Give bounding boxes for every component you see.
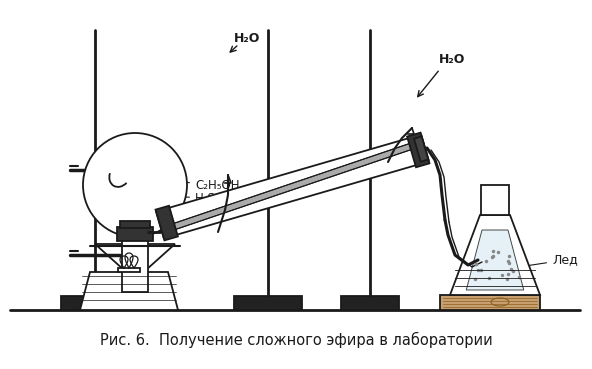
Polygon shape	[80, 272, 178, 310]
Polygon shape	[450, 215, 540, 295]
Polygon shape	[407, 132, 429, 167]
Text: C₂H₅OH: C₂H₅OH	[161, 179, 240, 192]
Bar	[61, 296, 129, 310]
Bar	[122, 237, 148, 292]
Text: H₂O: H₂O	[234, 32, 260, 45]
Text: H₂SO₄: H₂SO₄	[158, 192, 230, 204]
Bar	[341, 296, 399, 310]
Polygon shape	[156, 135, 429, 238]
Polygon shape	[466, 230, 524, 290]
Text: H₂O: H₂O	[439, 53, 465, 66]
Circle shape	[83, 133, 187, 237]
Bar	[481, 185, 509, 215]
Bar	[118, 268, 140, 272]
Polygon shape	[169, 142, 416, 231]
Polygon shape	[414, 137, 429, 162]
Bar	[440, 295, 540, 310]
Polygon shape	[95, 244, 175, 270]
Text: Лед: Лед	[515, 254, 578, 268]
Bar	[117, 227, 153, 241]
Bar	[234, 296, 302, 310]
Text: Рис. 6.  Получение сложного эфира в лаборатории: Рис. 6. Получение сложного эфира в лабор…	[99, 332, 493, 348]
Polygon shape	[156, 206, 178, 240]
Bar	[120, 221, 150, 228]
